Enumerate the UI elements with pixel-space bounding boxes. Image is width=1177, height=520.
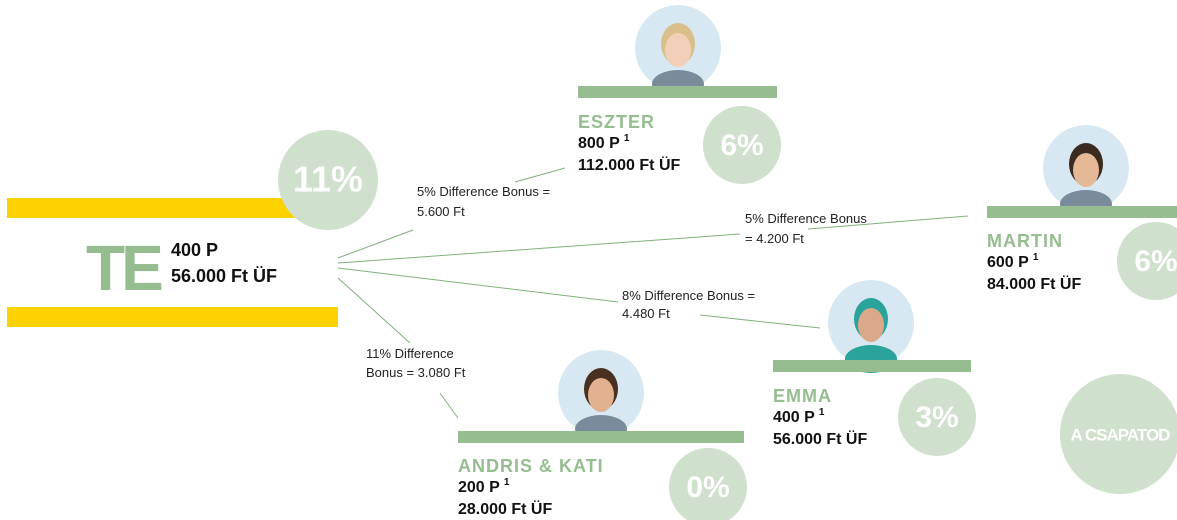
avatar-face	[1073, 153, 1099, 187]
avatar-face	[665, 33, 691, 67]
edge-line	[700, 315, 820, 328]
name-bar	[458, 431, 744, 443]
edge-label: Bonus = 3.080 Ft	[366, 365, 466, 380]
avatar-face	[588, 378, 614, 412]
amount: 112.000 Ft ÜF	[578, 155, 681, 174]
edge-line	[338, 234, 740, 263]
edge-label: 5% Difference Bonus =	[417, 184, 550, 199]
edge-line	[338, 268, 618, 302]
amount: 56.000 Ft ÜF	[171, 266, 277, 286]
percent: 3%	[915, 401, 958, 434]
percent: 11%	[293, 159, 363, 200]
points: 400 P	[171, 240, 218, 260]
edge-line	[515, 168, 565, 182]
team-label: A CSAPATOD	[1071, 425, 1171, 444]
edge-label: 11% Difference	[366, 346, 454, 361]
points: 200 P	[458, 479, 500, 496]
amount: 84.000 Ft ÜF	[987, 274, 1081, 293]
name: MARTIN	[987, 231, 1063, 251]
percent: 6%	[1134, 245, 1177, 278]
footnote: 1	[504, 477, 510, 488]
avatar-face	[858, 308, 884, 342]
percent: 6%	[720, 129, 763, 162]
points: 400 P	[773, 409, 815, 426]
you-node: 11% TE 400 P 56.000 Ft ÜF	[7, 130, 378, 327]
name: ANDRIS & KATI	[458, 456, 604, 476]
yellow-bar	[7, 307, 338, 327]
name-bar	[773, 360, 971, 372]
name-bar	[578, 86, 777, 98]
amount: 28.000 Ft ÜF	[458, 499, 552, 518]
footnote: 1	[1033, 252, 1039, 263]
points: 800 P	[578, 135, 620, 152]
amount: 56.000 Ft ÜF	[773, 429, 867, 448]
footnote: 1	[624, 133, 630, 144]
diagram: 5% Difference Bonus = 5.600 Ft 5% Differ…	[0, 0, 1177, 520]
name: ESZTER	[578, 112, 655, 132]
you-label: TE	[86, 232, 162, 304]
edge-label: 5.600 Ft	[417, 204, 465, 219]
name: EMMA	[773, 386, 832, 406]
edge-label: 5% Difference Bonus	[745, 211, 867, 226]
edge-label: = 4.200 Ft	[745, 231, 804, 246]
edge-line	[338, 278, 410, 343]
percent: 0%	[686, 471, 729, 504]
edge-label: 4.480 Ft	[622, 306, 670, 321]
page: 5% Difference Bonus = 5.600 Ft 5% Differ…	[0, 0, 1177, 520]
points: 600 P	[987, 254, 1029, 271]
edge-line	[338, 230, 413, 258]
edge-label: 8% Difference Bonus =	[622, 288, 755, 303]
name-bar	[987, 206, 1177, 218]
edge-line	[440, 393, 458, 418]
footnote: 1	[819, 407, 825, 418]
edge-labels: 5% Difference Bonus = 5.600 Ft 5% Differ…	[366, 184, 867, 380]
